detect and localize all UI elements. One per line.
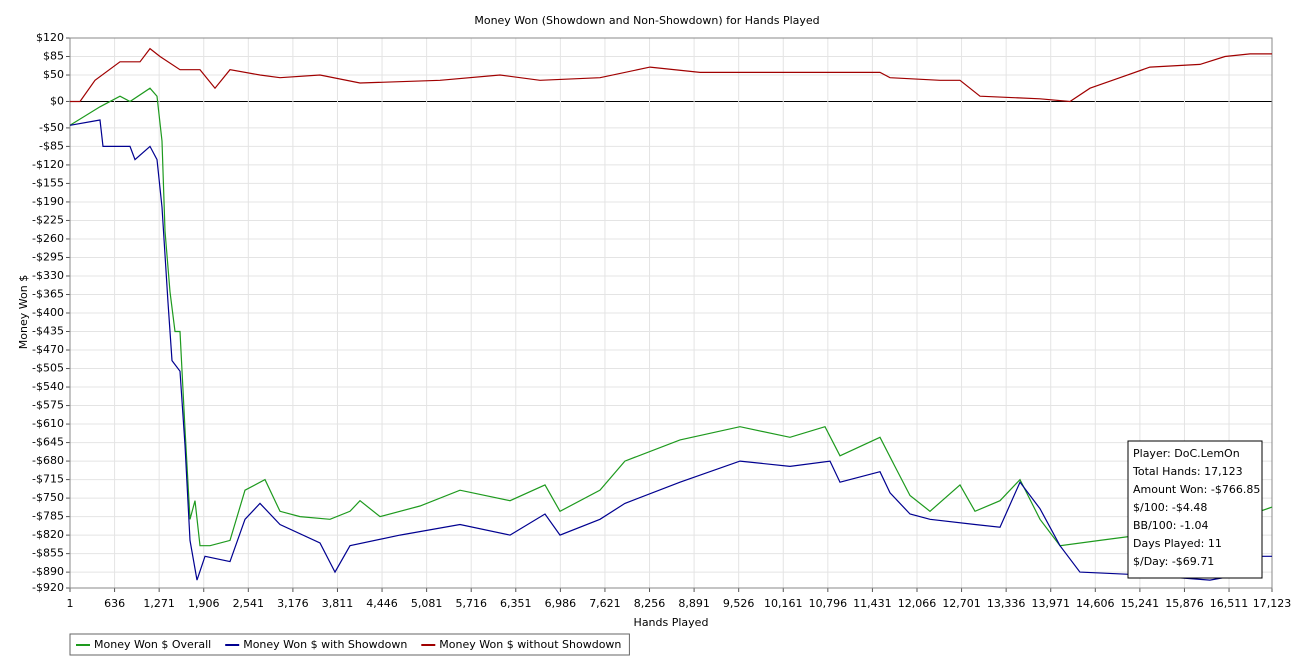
y-tick-label: $120 — [36, 31, 64, 44]
x-tick-label: 12,701 — [942, 597, 981, 610]
y-tick-label: -$120 — [32, 158, 64, 171]
y-tick-label: -$575 — [32, 399, 64, 412]
x-tick-label: 7,621 — [589, 597, 621, 610]
y-tick-label: $0 — [50, 94, 64, 107]
x-tick-label: 5,081 — [411, 597, 443, 610]
y-tick-label: -$470 — [32, 343, 64, 356]
x-tick-label: 15,241 — [1121, 597, 1160, 610]
chart-title: Money Won (Showdown and Non-Showdown) fo… — [474, 14, 819, 27]
x-axis-label: Hands Played — [634, 616, 709, 629]
x-tick-label: 16,511 — [1210, 597, 1249, 610]
x-tick-label: 5,716 — [455, 597, 487, 610]
plot-border — [69, 37, 1273, 589]
legend-label: Money Won $ with Showdown — [243, 638, 407, 651]
legend — [69, 633, 630, 656]
x-tick-label: 11,431 — [853, 597, 892, 610]
x-tick-label: 17,123 — [1253, 597, 1292, 610]
y-tick-label: -$715 — [32, 473, 64, 486]
legend-label: Money Won $ Overall — [94, 638, 211, 651]
info-box — [1127, 440, 1263, 579]
y-axis-label: Money Won $ — [17, 275, 30, 349]
x-tick-label: 13,336 — [987, 597, 1026, 610]
y-tick-label: -$505 — [32, 362, 64, 375]
y-tick-label: -$540 — [32, 380, 64, 393]
legend-label: Money Won $ without Showdown — [439, 638, 621, 651]
info-line: Player: DoC.LemOn — [1133, 447, 1240, 460]
y-tick-label: -$295 — [32, 250, 64, 263]
y-tick-label: -$50 — [39, 121, 64, 134]
info-line: Days Played: 11 — [1133, 537, 1222, 550]
series-line — [69, 87, 1273, 547]
y-tick-label: -$680 — [32, 454, 64, 467]
y-tick-label: -$365 — [32, 287, 64, 300]
x-tick-label: 15,876 — [1165, 597, 1204, 610]
x-tick-label: 3,811 — [322, 597, 354, 610]
x-tick-label: 6,351 — [500, 597, 532, 610]
y-tick-label: -$260 — [32, 232, 64, 245]
x-tick-label: 12,066 — [898, 597, 937, 610]
x-tick-label: 636 — [104, 597, 125, 610]
y-tick-label: -$400 — [32, 306, 64, 319]
y-tick-label: -$435 — [32, 325, 64, 338]
y-tick-label: -$330 — [32, 269, 64, 282]
y-tick-label: -$155 — [32, 176, 64, 189]
x-tick-label: 1 — [67, 597, 74, 610]
x-tick-label: 13,971 — [1031, 597, 1070, 610]
x-tick-label: 8,891 — [678, 597, 710, 610]
y-tick-label: $50 — [43, 68, 64, 81]
y-tick-label: -$920 — [32, 581, 64, 594]
y-tick-label: -$645 — [32, 436, 64, 449]
x-tick-label: 9,526 — [723, 597, 755, 610]
y-tick-label: -$890 — [32, 565, 64, 578]
x-tick-label: 10,796 — [809, 597, 848, 610]
y-tick-label: -$610 — [32, 417, 64, 430]
y-tick-label: -$820 — [32, 528, 64, 541]
series-line — [69, 119, 1272, 581]
info-line: BB/100: -1.04 — [1133, 519, 1208, 532]
y-tick-label: -$750 — [32, 491, 64, 504]
info-line: $/Day: -$69.71 — [1133, 555, 1214, 568]
y-tick-label: -$225 — [32, 213, 64, 226]
y-tick-label: -$855 — [32, 547, 64, 560]
x-tick-label: 3,176 — [277, 597, 309, 610]
info-line: $/100: -$4.48 — [1133, 501, 1207, 514]
info-line: Total Hands: 17,123 — [1132, 465, 1243, 478]
y-tick-label: -$190 — [32, 195, 64, 208]
y-tick-label: -$85 — [39, 139, 64, 152]
x-tick-label: 8,256 — [634, 597, 666, 610]
info-line: Amount Won: -$766.85 — [1133, 483, 1260, 496]
y-tick-label: $85 — [43, 50, 64, 63]
x-tick-label: 10,161 — [764, 597, 803, 610]
x-tick-label: 14,606 — [1076, 597, 1115, 610]
x-tick-label: 6,986 — [545, 597, 577, 610]
x-tick-label: 4,446 — [366, 597, 398, 610]
x-tick-label: 1,271 — [143, 597, 175, 610]
series-line — [70, 47, 1272, 103]
x-tick-label: 1,906 — [188, 597, 220, 610]
y-tick-label: -$785 — [32, 510, 64, 523]
x-tick-label: 2,541 — [233, 597, 265, 610]
